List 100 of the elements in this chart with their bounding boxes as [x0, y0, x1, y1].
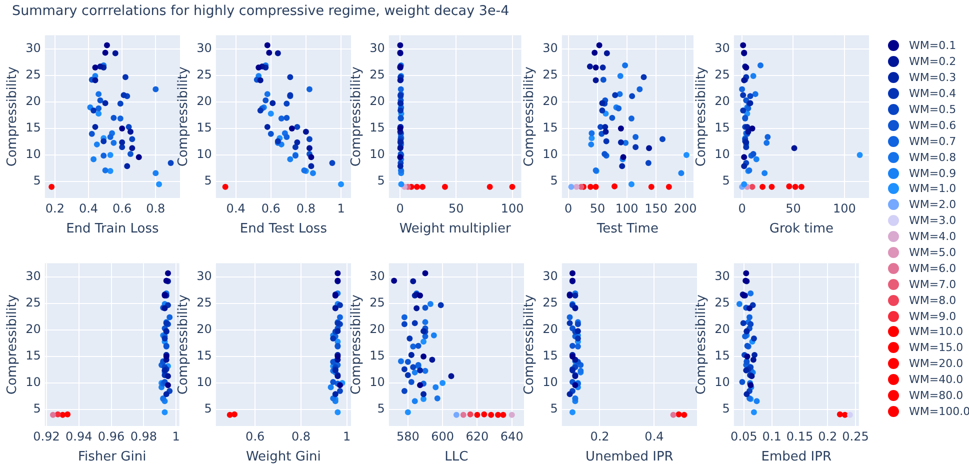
point	[422, 270, 428, 276]
x-tick-label: 100	[832, 201, 856, 216]
y-tick-label: 15	[714, 348, 730, 363]
point	[629, 93, 636, 100]
point	[618, 126, 624, 132]
point	[453, 412, 460, 418]
point	[120, 92, 127, 98]
point	[757, 62, 764, 68]
point	[410, 278, 416, 284]
legend-label: WM=10.0	[909, 325, 964, 338]
point	[420, 184, 426, 190]
point	[500, 412, 506, 418]
y-axis-title: Compressibility	[5, 66, 20, 167]
x-tick-label: 50	[590, 201, 606, 216]
point	[264, 124, 270, 130]
y-tick-label: 20	[370, 94, 385, 108]
point	[616, 105, 622, 112]
point	[122, 74, 128, 80]
point	[129, 145, 136, 152]
point	[404, 409, 411, 416]
point	[302, 128, 309, 135]
point	[572, 292, 578, 299]
point	[748, 321, 754, 328]
y-tick-label: 5	[722, 402, 730, 416]
x-tick-label: 0	[396, 201, 404, 216]
legend-label: WM=0.6	[909, 118, 956, 132]
point	[743, 270, 750, 276]
point	[90, 108, 97, 114]
x-axis-title: Fisher Gini	[78, 450, 146, 464]
y-tick-label: 30	[196, 41, 212, 56]
x-tick-label: 100	[500, 201, 524, 216]
y-tick-label: 25	[714, 296, 730, 310]
point	[481, 411, 488, 418]
point	[612, 92, 618, 98]
point	[786, 183, 792, 190]
point	[334, 328, 341, 334]
x-tick-label: 0.6	[246, 429, 265, 444]
point	[592, 77, 599, 84]
point	[330, 378, 336, 385]
point	[750, 356, 756, 363]
y-tick-label: 20	[370, 322, 385, 336]
point	[308, 163, 314, 170]
point	[110, 114, 117, 121]
point	[740, 42, 746, 48]
point	[156, 181, 162, 188]
point	[284, 114, 290, 121]
x-tick-label: 600	[431, 429, 454, 444]
point	[622, 62, 628, 68]
y-tick-label: 20	[542, 94, 558, 108]
point	[124, 163, 130, 170]
point	[666, 184, 672, 190]
point	[569, 409, 576, 416]
x-tick-label: 0.6	[112, 201, 132, 216]
point	[266, 50, 272, 56]
x-tick-label: 0	[564, 201, 572, 216]
legend-label: WM=0.9	[909, 166, 956, 180]
x-tick-label: 0.8	[291, 429, 311, 444]
legend-label: WM=9.0	[909, 310, 956, 323]
y-tick-label: 10	[542, 147, 558, 162]
point	[119, 126, 126, 132]
x-tick-label: 200	[674, 201, 697, 216]
y-tick-label: 25	[196, 68, 212, 82]
point	[592, 50, 598, 56]
point	[676, 411, 682, 418]
point	[588, 141, 594, 148]
point	[632, 134, 639, 140]
point	[420, 391, 427, 398]
point	[739, 86, 746, 92]
point	[97, 63, 104, 70]
point	[749, 126, 756, 132]
legend-label: WM=2.0	[909, 198, 956, 212]
point	[102, 100, 108, 106]
y-tick-label: 10	[196, 375, 212, 390]
point	[90, 156, 97, 162]
y-axis-title: Compressibility	[694, 66, 710, 167]
point	[632, 144, 639, 150]
point	[586, 63, 593, 70]
y-axis-title: Compressibility	[5, 294, 20, 395]
legend-label: WM=3.0	[909, 214, 956, 228]
point	[659, 136, 666, 142]
legend-label: WM=0.5	[909, 103, 956, 116]
point	[566, 314, 573, 320]
point	[640, 74, 647, 80]
y-tick-label: 25	[370, 296, 385, 310]
point	[600, 64, 606, 71]
point	[741, 154, 748, 160]
x-axis-title: Test Time	[596, 222, 658, 237]
x-tick-label: 0.15	[786, 429, 814, 444]
point	[744, 391, 750, 398]
y-tick-label: 30	[26, 41, 41, 56]
point	[750, 73, 756, 80]
point	[768, 184, 775, 190]
point	[648, 184, 654, 190]
point	[294, 124, 300, 130]
point	[256, 64, 262, 71]
point	[308, 154, 314, 160]
y-tick-label: 30	[714, 41, 730, 56]
point	[412, 320, 418, 326]
x-axis-title: Weight Gini	[246, 450, 321, 464]
y-tick-label: 5	[204, 174, 212, 188]
